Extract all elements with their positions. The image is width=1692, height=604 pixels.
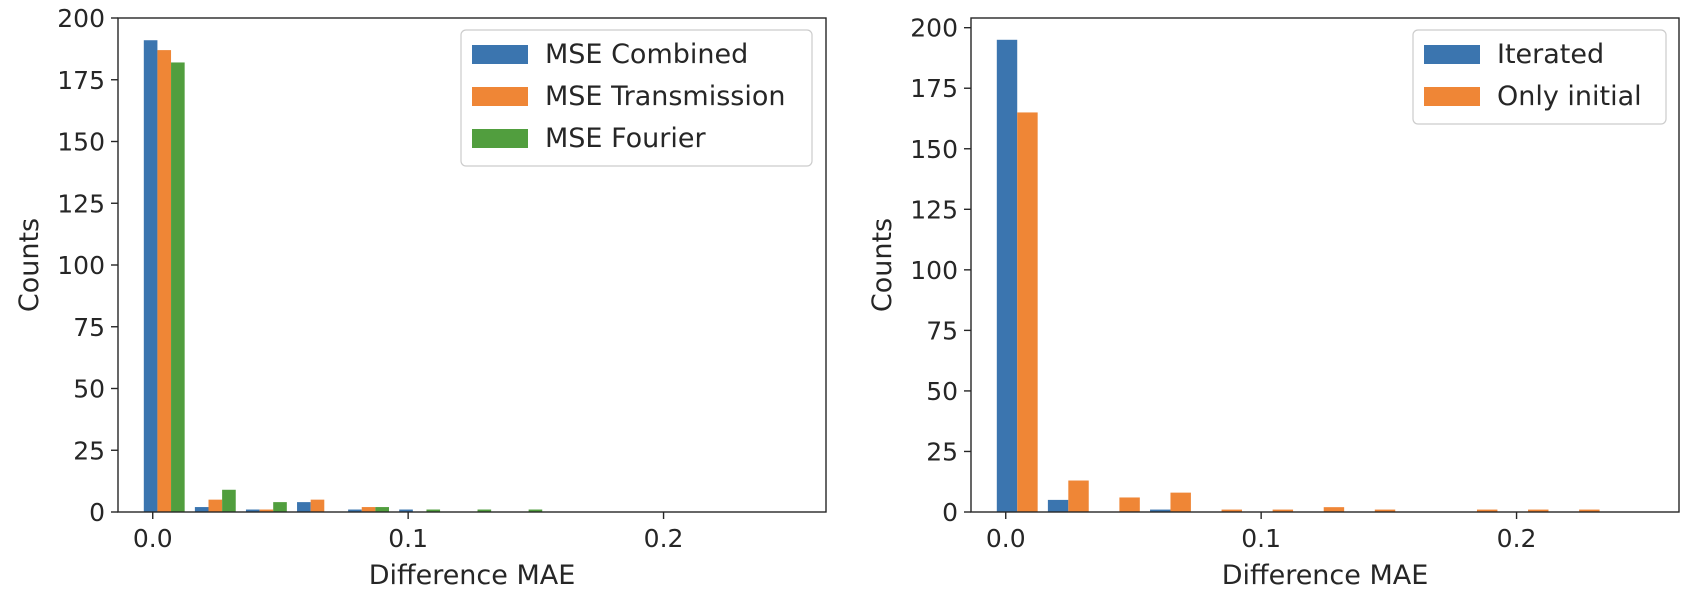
bar-mse-fourier-bin-2 [273, 502, 287, 512]
bar-mse-fourier-bin-1 [222, 489, 236, 512]
bar-only-initial-bin-1 [1068, 480, 1089, 512]
legend-swatch [472, 129, 528, 148]
bar-only-initial-bin-9 [1476, 509, 1498, 512]
legend-swatch [1424, 87, 1480, 106]
y-tick-label: 0 [89, 498, 105, 527]
bar-mse-combined-bin-3 [297, 502, 311, 512]
bar-only-initial-bin-11 [1579, 509, 1600, 512]
y-tick-label: 150 [57, 128, 105, 157]
y-tick-label: 175 [57, 66, 105, 95]
bar-mse-combined-bin-2 [245, 509, 260, 512]
bar-mse-combined-bin-0 [143, 40, 158, 512]
legend-entry: MSE Transmission [545, 81, 786, 112]
legend-entry: Iterated [1497, 39, 1604, 70]
x-tick-label: 0.1 [388, 524, 428, 553]
y-tick-label: 125 [910, 195, 958, 224]
bar-mse-fourier-bin-4 [375, 507, 389, 512]
y-tick-label: 25 [73, 436, 105, 465]
bar-mse-transmission-bin-1 [208, 499, 223, 512]
y-tick-label: 100 [57, 251, 105, 280]
axes-frame [970, 17, 1680, 513]
x-tick-label: 0.0 [986, 524, 1026, 553]
legend-swatch [472, 45, 528, 64]
y-axis-label: Counts [14, 218, 45, 312]
bar-only-initial-bin-4 [1221, 509, 1242, 512]
bar-iterated-bin-0 [996, 39, 1018, 512]
bar-only-initial-bin-0 [1017, 112, 1038, 512]
legend-swatch [472, 87, 528, 106]
bar-iterated-bin-3 [1150, 509, 1171, 512]
bar-mse-fourier-bin-6 [477, 509, 492, 512]
x-tick-label: 0.1 [1241, 524, 1281, 553]
y-tick-label: 75 [73, 313, 105, 342]
y-tick-label: 100 [910, 256, 958, 285]
bar-mse-combined-bin-1 [194, 507, 209, 512]
x-tick-label: 0.2 [1497, 524, 1537, 553]
y-tick-label: 150 [910, 135, 958, 164]
bar-mse-fourier-bin-5 [426, 509, 441, 512]
legend: MSE Combined MSE Transmission MSE Fourier [460, 29, 813, 167]
y-tick-label: 75 [926, 316, 958, 345]
y-tick-label: 0 [942, 498, 958, 527]
legend-entry: Only initial [1497, 81, 1642, 112]
y-tick-label: 125 [57, 189, 105, 218]
bar-iterated-bin-1 [1047, 499, 1069, 512]
legend-entry: MSE Combined [545, 39, 748, 70]
left-histogram-panel: 0 25 50 75 100 125 150 175 200 0.0 0.1 0.2 Differenc… [14, 4, 827, 591]
y-tick-label: 50 [73, 375, 105, 404]
bar-only-initial-bin-10 [1528, 509, 1549, 512]
bar-mse-transmission-bin-0 [157, 50, 172, 513]
bar-only-initial-bin-6 [1323, 507, 1345, 512]
y-tick-label: 200 [57, 4, 105, 33]
x-axis-label: Difference MAE [1222, 560, 1429, 591]
bar-mse-transmission-bin-4 [361, 507, 376, 512]
x-axis-label: Difference MAE [369, 560, 576, 591]
x-tick-label: 0.0 [133, 524, 173, 553]
y-tick-label: 50 [926, 377, 958, 406]
right-histogram-panel: 0 25 50 75 100 125 150 175 200 0.0 0.1 0.2 Differenc… [867, 14, 1680, 591]
legend-entry: MSE Fourier [545, 123, 706, 154]
y-tick-label: 25 [926, 437, 958, 466]
bar-mse-transmission-bin-2 [259, 509, 274, 512]
bar-only-initial-bin-2 [1119, 497, 1140, 512]
y-axis-label: Counts [867, 218, 898, 312]
bar-mse-fourier-bin-7 [528, 509, 543, 512]
bar-mse-transmission-bin-3 [310, 499, 325, 512]
legend-box [460, 29, 813, 167]
legend-swatch [1424, 45, 1480, 64]
legend: Iterated Only initial [1412, 29, 1667, 125]
bar-only-initial-bin-3 [1170, 492, 1191, 512]
y-tick-label: 175 [910, 74, 958, 103]
y-tick-label: 200 [910, 14, 958, 43]
bar-mse-combined-bin-5 [399, 509, 413, 512]
bar-mse-combined-bin-4 [348, 509, 362, 512]
bar-only-initial-bin-5 [1272, 509, 1294, 512]
x-tick-label: 0.2 [644, 524, 684, 553]
bar-only-initial-bin-7 [1374, 509, 1396, 512]
bar-mse-fourier-bin-0 [171, 62, 185, 513]
